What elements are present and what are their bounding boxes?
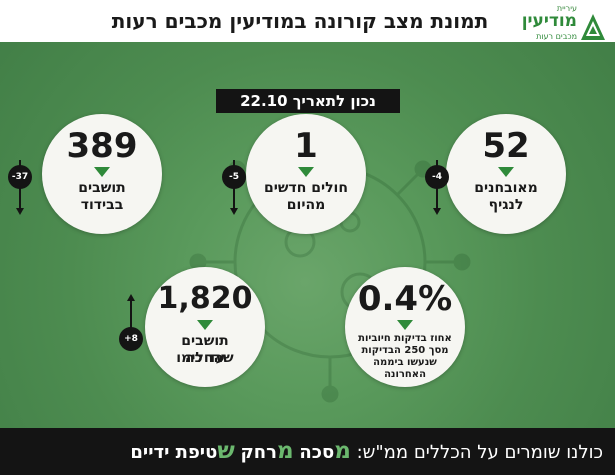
isolation-label-1: תושבים	[78, 180, 126, 196]
arrow-shaft	[130, 300, 132, 350]
verified-label-1: מאובחנים	[474, 180, 538, 196]
new-patients-label-1: חולים חדשים	[264, 180, 348, 196]
slogan-letter-mem-1: מ	[334, 438, 351, 464]
new-patients-count: 1	[294, 126, 318, 166]
new-patients-label-2: מהיום	[286, 197, 326, 213]
stats-panel: נכון לתאריך 22.10 389 תושבים בבידוד -37 …	[0, 42, 615, 428]
slogan-letter-mem-2: מ	[277, 438, 294, 464]
isolation-count: 389	[66, 126, 138, 166]
down-triangle-icon	[298, 167, 314, 177]
isolation-change-badge: -37	[8, 165, 32, 189]
logo-small-text: עיריית	[556, 4, 577, 13]
logo-city-name: מודיעין	[521, 11, 577, 31]
recovered-change-badge: +8	[119, 327, 143, 351]
down-arrow-icon	[16, 208, 24, 215]
isolation-label-2: בבידוד	[80, 197, 124, 213]
logo-tree-icon	[581, 14, 605, 40]
poster-title: תמונת מצב קורונה במודיעין מכבים רעות	[111, 9, 489, 33]
recovered-label-1: תושבים שהחלימו	[176, 333, 234, 366]
slogan-word-distance: רחק	[240, 442, 277, 463]
slogan: כולנו שומרים על הכללים ממ"ש: מסכה מרחק ש…	[130, 438, 603, 464]
positive-rate-line-4: האחרונה	[384, 369, 426, 380]
footer-banner: כולנו שומרים על הכללים ממ"ש: מסכה מרחק ש…	[0, 428, 615, 475]
down-triangle-icon	[397, 320, 413, 330]
date-badge: נכון לתאריך 22.10	[216, 89, 400, 113]
verified-count: 52	[482, 126, 530, 166]
positive-rate-line-2: מסך 250 הבדיקות	[361, 345, 449, 356]
slogan-letter-shin: ש	[217, 438, 235, 464]
down-triangle-icon	[498, 167, 514, 177]
recovered-label-2: עד כה	[185, 350, 225, 366]
verified-label-2: לנגיף	[488, 197, 524, 213]
isolation-circle: 389 תושבים בבידוד	[42, 114, 162, 234]
down-triangle-icon	[94, 167, 110, 177]
down-arrow-icon	[230, 208, 238, 215]
new-patients-circle: 1 חולים חדשים מהיום	[246, 114, 366, 234]
verified-change-badge: -4	[425, 165, 449, 189]
positive-rate-circle: 0.4% אחוז בדיקות חיוביות מסך 250 הבדיקות…	[345, 267, 465, 387]
positive-rate-line-3: שנעשו ביממה	[373, 357, 437, 368]
header: תמונת מצב קורונה במודיעין מכבים רעות עיר…	[0, 0, 615, 48]
positive-rate-value: 0.4%	[357, 279, 453, 319]
new-patients-change-badge: -5	[222, 165, 246, 189]
recovered-count: 1,820	[157, 281, 253, 316]
up-arrow-icon	[127, 294, 135, 301]
verified-circle: 52 מאובחנים לנגיף	[446, 114, 566, 234]
recovered-circle: 1,820 תושבים שהחלימו עד כה	[145, 267, 265, 387]
down-arrow-icon	[433, 208, 441, 215]
logo-sub-text: מכבים רעות	[536, 32, 577, 41]
positive-rate-line-1: אחוז בדיקות חיוביות	[358, 333, 452, 344]
down-triangle-icon	[197, 320, 213, 330]
slogan-word-mask: סכה	[299, 442, 335, 463]
slogan-prefix: כולנו שומרים על הכללים ממ"ש:	[356, 442, 603, 463]
slogan-word-handwash: טיפת ידיים	[130, 442, 218, 463]
